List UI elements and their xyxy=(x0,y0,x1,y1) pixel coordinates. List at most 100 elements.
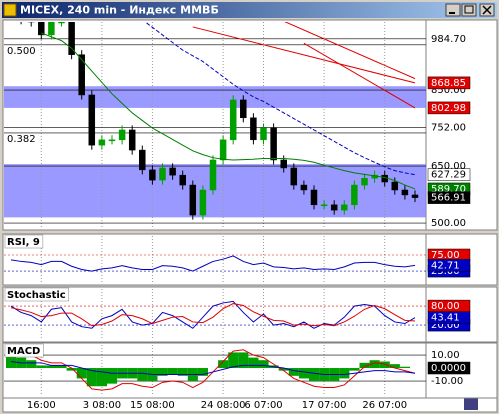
series-line xyxy=(10,300,416,329)
histogram-bar xyxy=(76,368,87,379)
y-tick-label: 42.71 xyxy=(431,260,460,271)
y-tick-label: 566.91 xyxy=(431,193,466,204)
candle-body xyxy=(128,129,136,151)
minimize-button[interactable] xyxy=(445,3,461,17)
y-tick-label: 43.41 xyxy=(431,313,460,324)
app-icon xyxy=(3,3,17,17)
panel: -10.00 10.00 0.0000 MACD xyxy=(2,342,498,399)
candle-body xyxy=(280,159,287,169)
histogram-bar xyxy=(339,368,350,379)
histogram-bar xyxy=(86,368,97,387)
panel-title: RSI, 9 xyxy=(7,237,40,248)
candle-body xyxy=(341,204,348,211)
histogram-bar xyxy=(298,368,309,379)
histogram-bar xyxy=(359,362,370,369)
candle-body xyxy=(209,159,217,191)
y-tick-label: 0.0000 xyxy=(431,363,466,374)
plot xyxy=(4,289,426,340)
candle-body xyxy=(189,184,197,216)
candle-body xyxy=(169,167,176,176)
panel: 500.00 650.00 752.00 850.00 984.70 0.500 0.382… xyxy=(2,19,498,231)
y-tick-label: 20.00 xyxy=(431,320,460,331)
candle-body xyxy=(68,22,75,55)
window-buttons[interactable] xyxy=(445,3,495,17)
status-icon xyxy=(464,398,478,410)
y-tick-label: 850.00 xyxy=(431,85,466,96)
histogram-bar xyxy=(56,365,67,369)
candle-body xyxy=(229,99,237,141)
y-tick-label: 10.00 xyxy=(431,350,460,361)
series-line xyxy=(10,361,416,376)
x-tick-label: 24 08:00 xyxy=(201,400,246,411)
maximize-glyph xyxy=(464,5,474,14)
histogram-bar xyxy=(137,368,148,382)
plot xyxy=(4,22,426,228)
x-tick-label: 26 07:00 xyxy=(362,400,407,411)
x-tick-label: 3 08:00 xyxy=(83,400,121,411)
candle-body xyxy=(351,184,358,206)
candle-body xyxy=(219,139,227,161)
candle-body xyxy=(300,184,308,191)
title-bar xyxy=(2,2,497,18)
histogram-bar xyxy=(278,368,289,371)
x-tick-label: 15 08:00 xyxy=(130,400,175,411)
y-tick-label: 627.29 xyxy=(431,170,466,181)
x-tick-label: 16:00 xyxy=(27,400,56,411)
candle-body xyxy=(179,174,186,186)
histogram-bar xyxy=(107,368,118,384)
histogram-bar xyxy=(36,365,47,369)
histogram-bar xyxy=(258,360,269,369)
histogram-bar xyxy=(238,352,249,369)
histogram-bar xyxy=(349,368,360,371)
value-box xyxy=(427,311,471,324)
candle-body xyxy=(149,169,156,181)
histogram-bar xyxy=(66,368,77,371)
candle-body xyxy=(58,22,65,24)
y-tick-label: 802.98 xyxy=(431,103,466,114)
band xyxy=(4,86,426,108)
close-glyph xyxy=(482,5,492,15)
candle-body xyxy=(78,54,85,96)
candle-body xyxy=(250,117,257,141)
candle-body xyxy=(159,167,166,181)
candle-body xyxy=(411,194,419,198)
y-tick-label: 650.00 xyxy=(431,161,466,172)
candle-body xyxy=(260,127,267,141)
panel-title-bg xyxy=(4,343,44,358)
histogram-bar xyxy=(96,368,107,387)
y-tick-label: 500.00 xyxy=(431,218,466,229)
histogram-bar xyxy=(389,364,400,369)
y-tick-label: 589.70 xyxy=(431,184,466,195)
y-tick-label: 752.00 xyxy=(431,122,466,133)
panel-title-bg xyxy=(4,287,69,302)
panel-title: MACD xyxy=(7,346,40,357)
panel-frame xyxy=(2,233,498,286)
panel-frame xyxy=(2,286,498,343)
x-tick-label: 17 07:00 xyxy=(302,400,347,411)
value-box xyxy=(427,168,471,181)
histogram-bar xyxy=(26,360,37,369)
series-line xyxy=(10,303,416,327)
histogram-bar xyxy=(288,368,299,376)
histogram-bar xyxy=(197,368,208,376)
candle-body xyxy=(361,177,368,186)
histogram-bar xyxy=(399,366,410,369)
y-tick-label: 80.00 xyxy=(431,301,460,312)
histogram-bar xyxy=(157,368,168,376)
candle-body xyxy=(38,22,45,36)
fib-label: 0.382 xyxy=(7,134,36,145)
value-box xyxy=(427,361,471,375)
candle-body xyxy=(108,139,116,142)
series-line xyxy=(41,32,416,190)
y-tick-label: 75.00 xyxy=(431,250,460,261)
candle-body xyxy=(240,99,247,119)
candle-body xyxy=(290,167,298,186)
histogram-bar xyxy=(177,368,188,376)
value-box xyxy=(427,191,471,204)
histogram-bar xyxy=(46,365,57,369)
histogram-bar xyxy=(228,352,239,369)
y-tick-label: -10.00 xyxy=(431,376,463,387)
candle-body xyxy=(270,127,277,161)
value-box xyxy=(427,101,471,115)
